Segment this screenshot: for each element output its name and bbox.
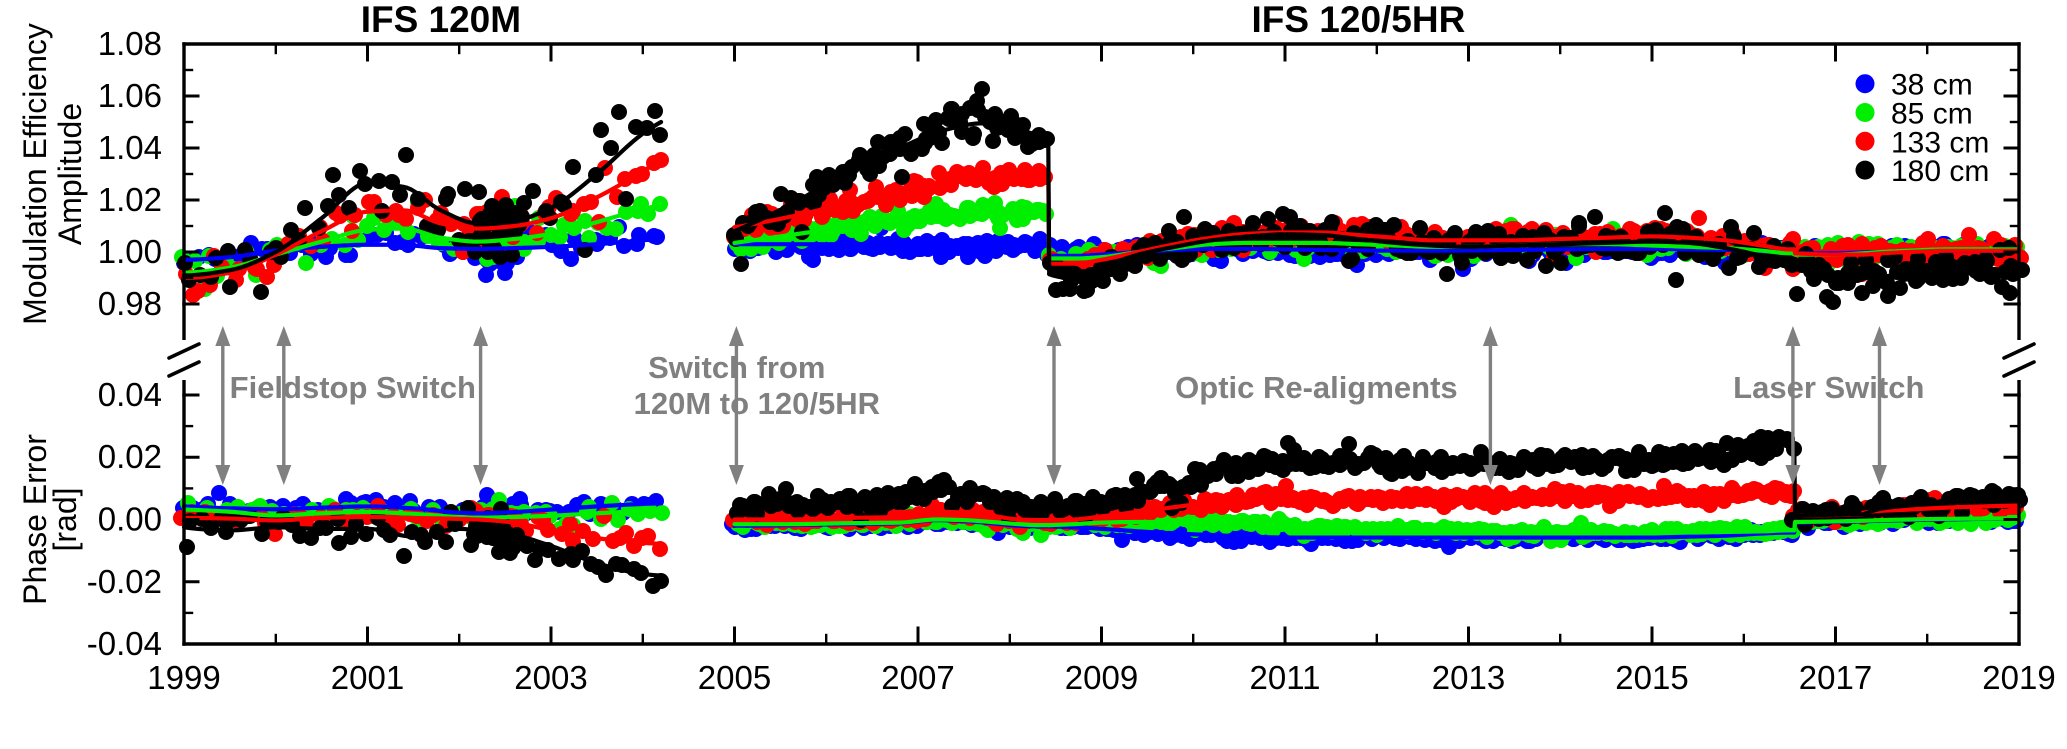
svg-text:Switch from: Switch from [648,350,825,385]
svg-text:0.04: 0.04 [98,376,162,413]
svg-text:2007: 2007 [881,659,954,696]
svg-text:120M to 120/5HR: 120M to 120/5HR [634,386,880,421]
svg-text:180 cm: 180 cm [1891,155,1989,188]
svg-text:0.98: 0.98 [98,285,162,322]
svg-text:2009: 2009 [1065,659,1138,696]
svg-text:1.08: 1.08 [98,25,162,62]
svg-text:1.04: 1.04 [98,129,162,166]
svg-text:2005: 2005 [698,659,771,696]
svg-text:1.00: 1.00 [98,233,162,270]
svg-text:Modulation Efficiency: Modulation Efficiency [17,23,53,325]
svg-text:0.00: 0.00 [98,501,162,538]
svg-text:Optic Re-aligments: Optic Re-aligments [1175,370,1458,405]
svg-text:Laser Switch: Laser Switch [1733,370,1924,405]
svg-text:2017: 2017 [1799,659,1872,696]
svg-text:2013: 2013 [1432,659,1505,696]
svg-text:-0.04: -0.04 [87,625,162,662]
svg-text:Fieldstop Switch: Fieldstop Switch [230,370,476,405]
svg-text:Amplitude: Amplitude [52,103,88,245]
svg-text:IFS 120/5HR: IFS 120/5HR [1251,0,1465,40]
svg-text:IFS 120M: IFS 120M [361,0,521,40]
svg-text:1.02: 1.02 [98,181,162,218]
svg-text:-0.02: -0.02 [87,563,162,600]
svg-text:2011: 2011 [1250,659,1321,696]
svg-text:1.06: 1.06 [98,77,162,114]
svg-text:1999: 1999 [147,659,220,696]
svg-text:2003: 2003 [514,659,587,696]
svg-text:2001: 2001 [331,659,404,696]
svg-text:[rad]: [rad] [47,487,83,551]
svg-text:0.02: 0.02 [98,438,162,475]
svg-text:2015: 2015 [1615,659,1688,696]
svg-text:2019: 2019 [1982,659,2055,696]
